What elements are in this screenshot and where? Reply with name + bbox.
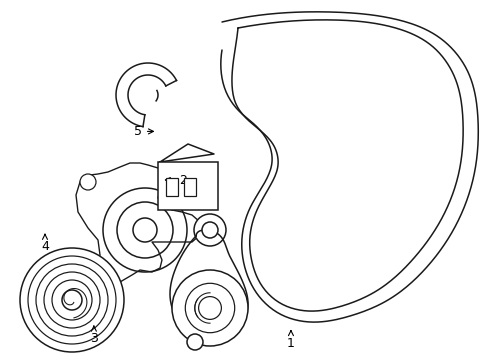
Circle shape <box>20 248 124 352</box>
Circle shape <box>185 283 234 333</box>
Circle shape <box>202 222 218 238</box>
Text: 3: 3 <box>90 326 98 345</box>
Circle shape <box>172 270 247 346</box>
Bar <box>183 178 196 196</box>
Text: 1: 1 <box>286 330 294 350</box>
Bar <box>165 178 178 196</box>
Circle shape <box>133 218 157 242</box>
Circle shape <box>62 290 82 310</box>
Circle shape <box>194 214 225 246</box>
Circle shape <box>117 202 173 258</box>
Text: 4: 4 <box>41 234 49 253</box>
Circle shape <box>80 174 96 190</box>
Circle shape <box>186 334 203 350</box>
Bar <box>158 162 218 210</box>
Circle shape <box>198 297 221 319</box>
Circle shape <box>103 188 186 272</box>
Text: 2: 2 <box>165 174 187 186</box>
Text: 5: 5 <box>134 125 153 138</box>
